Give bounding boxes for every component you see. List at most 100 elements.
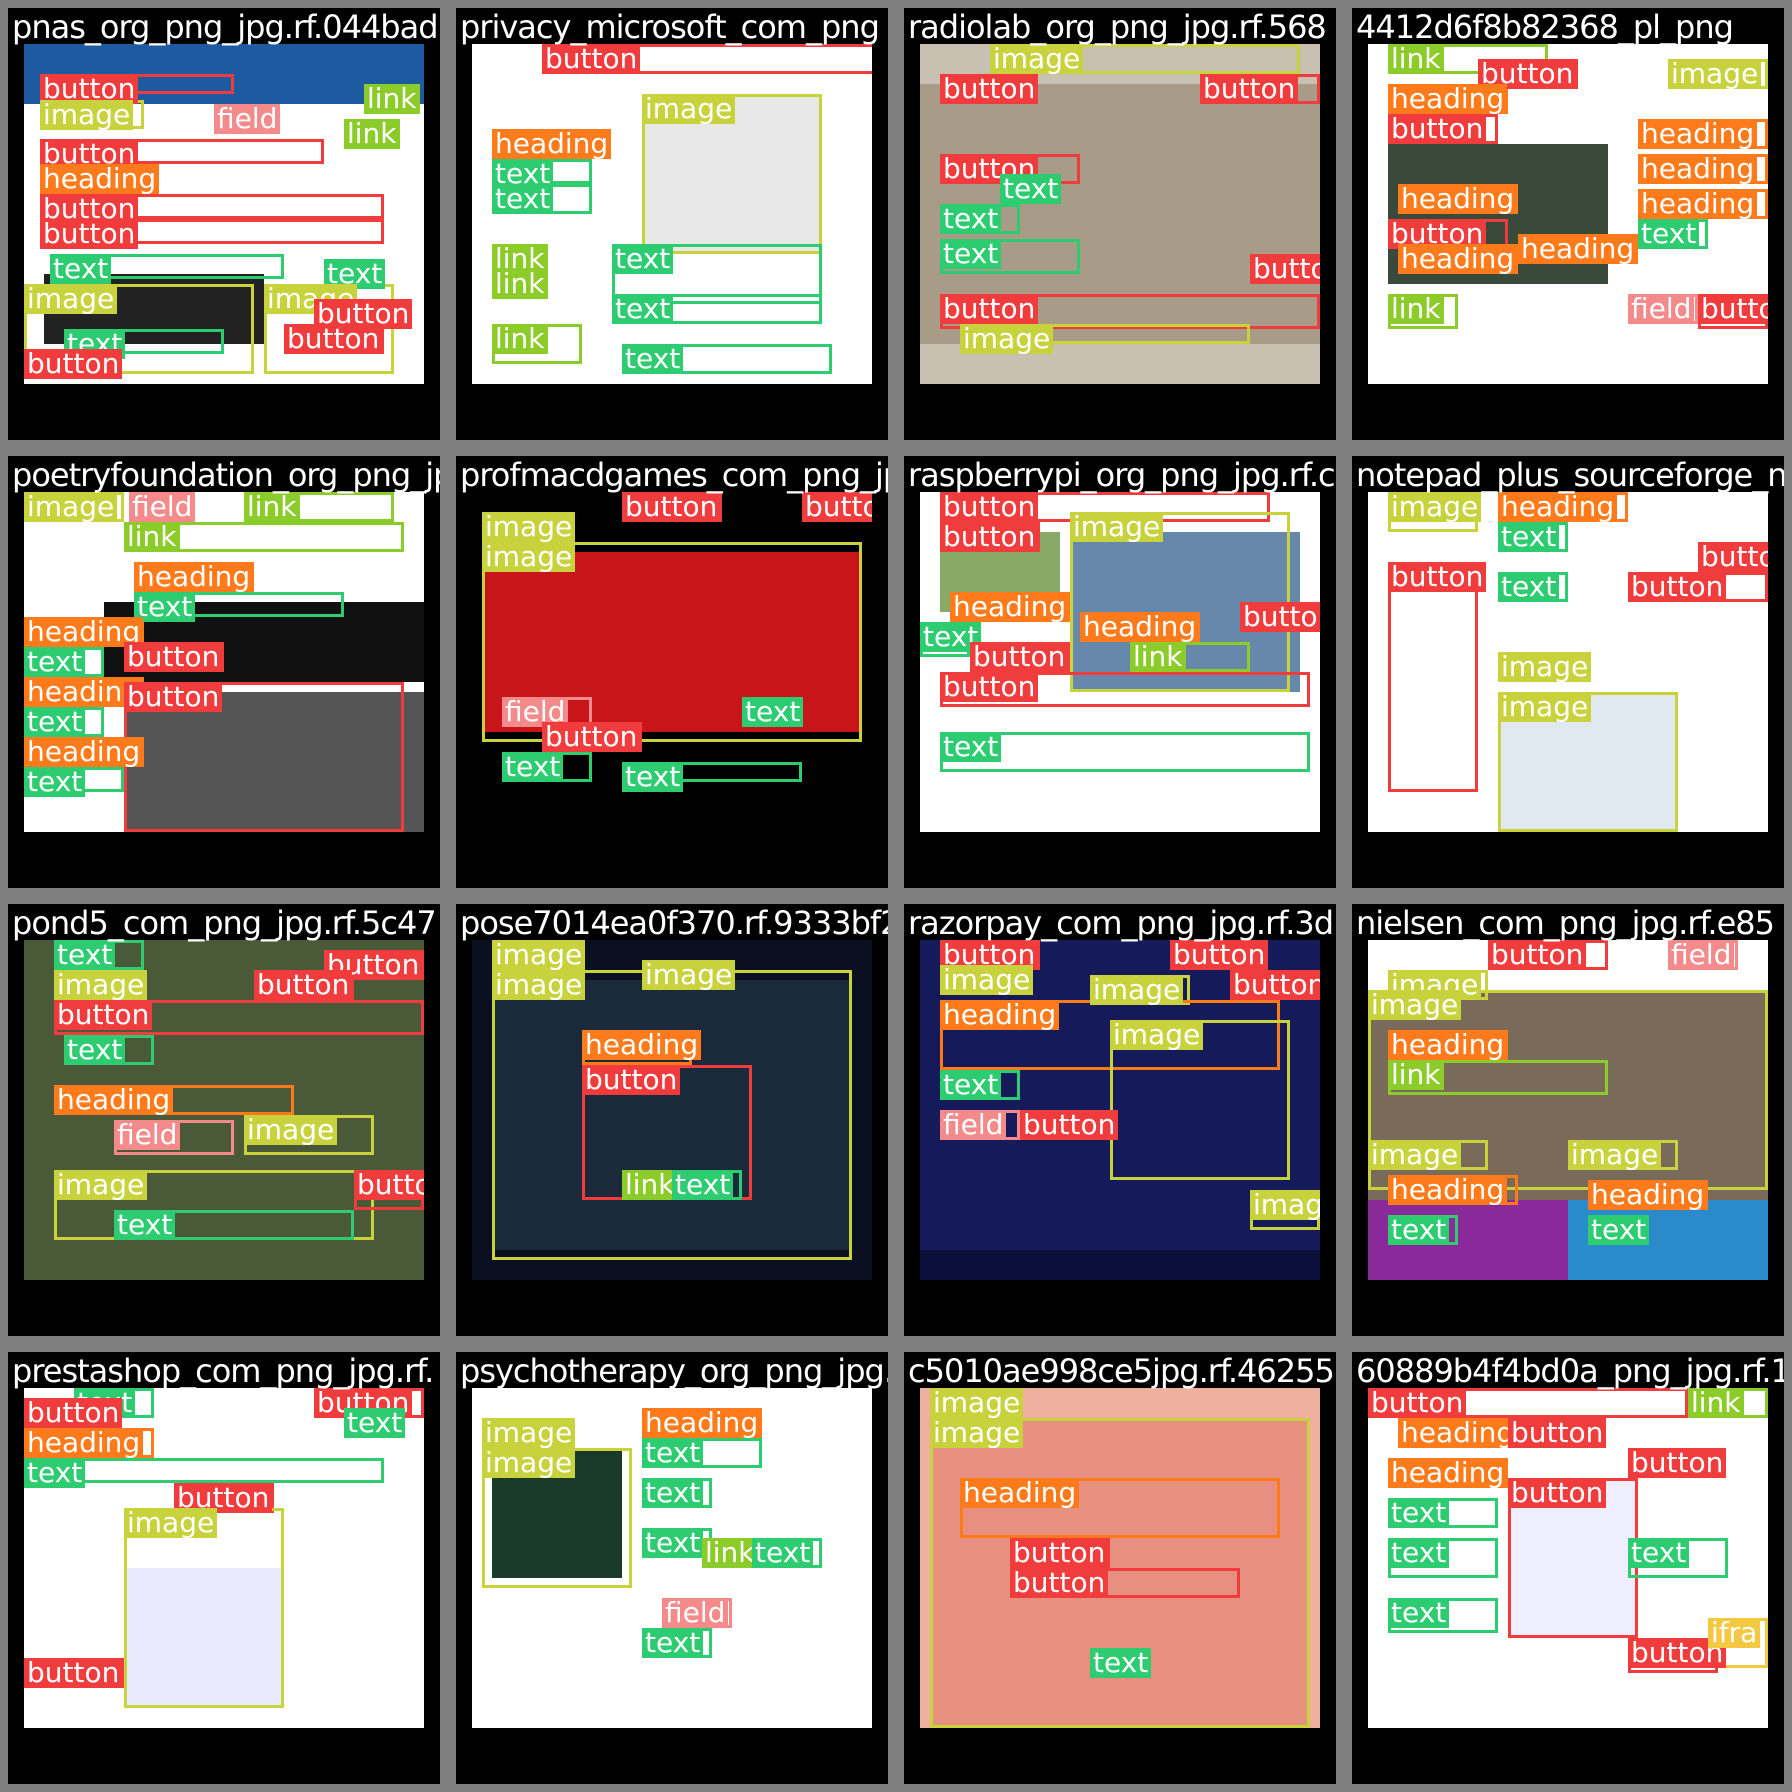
bbox-label: text: [134, 592, 196, 622]
bbox-label: image: [1498, 652, 1592, 682]
page-screenshot: button image heading text text link link text te…: [472, 44, 872, 384]
bbox-label: heading: [24, 737, 144, 767]
bbox-label: field: [114, 1120, 181, 1150]
bbox-label: image: [1110, 1020, 1204, 1050]
bbox-label: image: [990, 44, 1084, 74]
bbox-label: image: [492, 940, 586, 970]
bbox-label: text: [114, 1210, 176, 1240]
bbox-label: link: [1130, 642, 1186, 672]
bbox-label: heading: [1398, 184, 1518, 214]
bbox-label: heading: [940, 1000, 1060, 1030]
bbox-label: text: [1000, 174, 1062, 204]
bbox-label: link: [244, 492, 300, 522]
bbox-label: button: [124, 682, 223, 712]
bbox-label: text: [1388, 1538, 1450, 1568]
mosaic-tile: c5010ae998ce5jpg.rf.46255 image image headi…: [904, 1352, 1336, 1784]
bbox-label: heading: [1080, 612, 1200, 642]
bbox-label: text: [940, 204, 1002, 234]
bbox-label: image: [1368, 1140, 1462, 1170]
page-screenshot: button image field link link button heading but…: [24, 44, 424, 384]
bbox-label: heading: [1398, 1418, 1518, 1448]
bbox-label: image: [24, 492, 118, 522]
bbox-label: text: [940, 732, 1002, 762]
bbox-label: button: [1698, 542, 1768, 572]
page-screenshot: image image heading text text text link text fie…: [472, 1388, 872, 1728]
bbox-label: field: [1628, 294, 1695, 324]
bbox-label: image: [940, 965, 1034, 995]
bbox-label: text: [672, 1170, 734, 1200]
bbox-label: button: [1010, 1538, 1109, 1568]
bbox-label: text: [344, 1408, 406, 1438]
bbox-label: image: [264, 284, 358, 314]
bbox-label: button: [54, 1000, 153, 1030]
bbox-label: link: [492, 269, 548, 299]
bbox-label: button: [1240, 602, 1320, 632]
bbox-label: button: [1508, 1478, 1607, 1508]
mosaic-tile: nielsen_com_png_jpg.rf.e85 image button fie…: [1352, 904, 1784, 1336]
bbox-label: text: [492, 184, 554, 214]
tile-title: prestashop_com_png_jpg.rf.: [12, 1352, 434, 1390]
page-screenshot: textbuttonbuttontextheadingtextbuttonima…: [24, 1388, 424, 1728]
bbox-label: link: [364, 84, 420, 114]
bbox-label: link: [1388, 1060, 1444, 1090]
bbox-label: heading: [950, 592, 1070, 622]
page-screenshot: button button image image button heading text i…: [920, 940, 1320, 1280]
bbox-label: button: [1230, 970, 1320, 1000]
bbox-label: button: [940, 154, 1039, 184]
bbox-label: heading: [1638, 189, 1758, 219]
tile-title: pond5_com_png_jpg.rf.5c47: [12, 904, 437, 942]
bbox-label: text: [642, 1528, 704, 1558]
bbox-label: heading: [1398, 244, 1518, 274]
tile-title: raspberrypi_org_png_jpg.rf.c: [908, 456, 1336, 494]
bbox-label: text: [1388, 1215, 1450, 1245]
bbox-label: heading: [54, 1085, 174, 1115]
bbox-label: heading: [642, 1408, 762, 1438]
bbox-label: heading: [582, 1030, 702, 1060]
tile-title: psychotherapy_org_png_jpg.rf: [460, 1352, 888, 1390]
bbox-label: link: [702, 1538, 758, 1568]
bbox-label: button: [284, 324, 383, 354]
tile-title: pose7014ea0f370.rf.9333bf2e: [460, 904, 888, 942]
tile-title: profmacdgames_com_png_jpg: [460, 456, 888, 494]
bbox-label: button: [254, 970, 353, 1000]
page-screenshot: button button image heading text heading butto…: [920, 492, 1320, 832]
page-screenshot: imageheadingtextbuttontextbuttonbuttonim…: [1368, 492, 1768, 832]
bbox-label: button: [1388, 562, 1487, 592]
tile-title: razorpay_com_png_jpg.rf.3d: [908, 904, 1334, 942]
mosaic-tile: 4412d6f8b82368_pl_png link button image head…: [1352, 8, 1784, 440]
bbox-label: field: [502, 697, 569, 727]
mosaic-tile: poetryfoundation_org_png_jpg image field li…: [8, 456, 440, 888]
tile-title: radiolab_org_png_jpg.rf.568: [908, 8, 1327, 46]
tile-title: privacy_microsoft_com_png: [460, 8, 880, 46]
bbox-label: heading: [134, 562, 254, 592]
bbox-label: image: [642, 960, 736, 990]
bbox-label: button: [970, 642, 1069, 672]
mosaic-tile: radiolab_org_png_jpg.rf.568 image button bu…: [904, 8, 1336, 440]
mosaic-tile: psychotherapy_org_png_jpg.rf image image he…: [456, 1352, 888, 1784]
bbox-image: [1368, 990, 1768, 1190]
bbox-label: button: [1478, 59, 1577, 89]
bbox-label: image: [482, 1418, 576, 1448]
bbox-label: button: [40, 74, 139, 104]
bbox-label: link: [1388, 294, 1444, 324]
bbox-label: text: [54, 940, 116, 970]
bbox-label: button: [1388, 219, 1487, 249]
bbox-label: button: [1388, 114, 1487, 144]
mosaic-tile: pnas_org_png_jpg.rf.044bad button image fie…: [8, 8, 440, 440]
bbox-label: image: [1250, 1190, 1320, 1220]
bbox-label: link: [124, 522, 180, 552]
page-screenshot: image image image heading button link text: [472, 940, 872, 1280]
mosaic-tile: notepad_plus_sourceforge_n image heading te…: [1352, 456, 1784, 888]
bbox-label: heading: [492, 129, 612, 159]
bbox-label: link: [622, 1170, 678, 1200]
bbox-heading: [960, 1478, 1280, 1538]
bbox-label: image: [930, 1388, 1024, 1418]
bbox-label: button: [1010, 1568, 1109, 1598]
mosaic-tile: 60889b4f4bd0a_png_jpg.rf.11c button link he…: [1352, 1352, 1784, 1784]
page-screenshot: text button image button button text heading fi…: [24, 940, 424, 1280]
bbox-label: text: [940, 239, 1002, 269]
bbox-label: field: [214, 104, 281, 134]
bbox-label: link: [344, 119, 400, 149]
bbox-text: [612, 244, 822, 304]
